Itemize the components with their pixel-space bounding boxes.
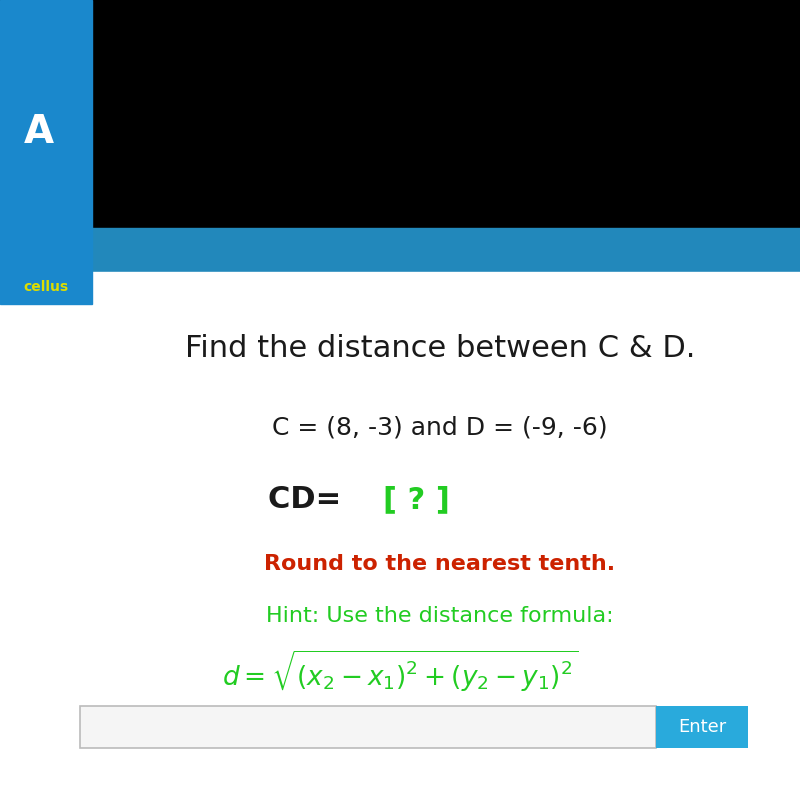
FancyBboxPatch shape bbox=[80, 706, 656, 748]
Bar bbox=[0, 272, 800, 800]
Bar bbox=[0, 0, 92, 304]
Text: [ ? ]: [ ? ] bbox=[382, 486, 450, 514]
Text: Hint: Use the distance formula:: Hint: Use the distance formula: bbox=[266, 606, 614, 626]
Bar bbox=[0, 0, 800, 228]
Text: Round to the nearest tenth.: Round to the nearest tenth. bbox=[265, 554, 615, 574]
Text: $d = \sqrt{(x_2 - x_1)^2 + (y_2 - y_1)^2}$: $d = \sqrt{(x_2 - x_1)^2 + (y_2 - y_1)^2… bbox=[222, 648, 578, 693]
Text: cellus: cellus bbox=[23, 280, 69, 294]
Text: CD=: CD= bbox=[268, 486, 352, 514]
Text: A: A bbox=[23, 114, 54, 151]
Text: Enter: Enter bbox=[678, 718, 726, 736]
Bar bbox=[92, 228, 800, 272]
FancyBboxPatch shape bbox=[656, 706, 748, 748]
Text: C = (8, -3) and D = (-9, -6): C = (8, -3) and D = (-9, -6) bbox=[272, 416, 608, 440]
Text: Find the distance between C & D.: Find the distance between C & D. bbox=[185, 334, 695, 362]
